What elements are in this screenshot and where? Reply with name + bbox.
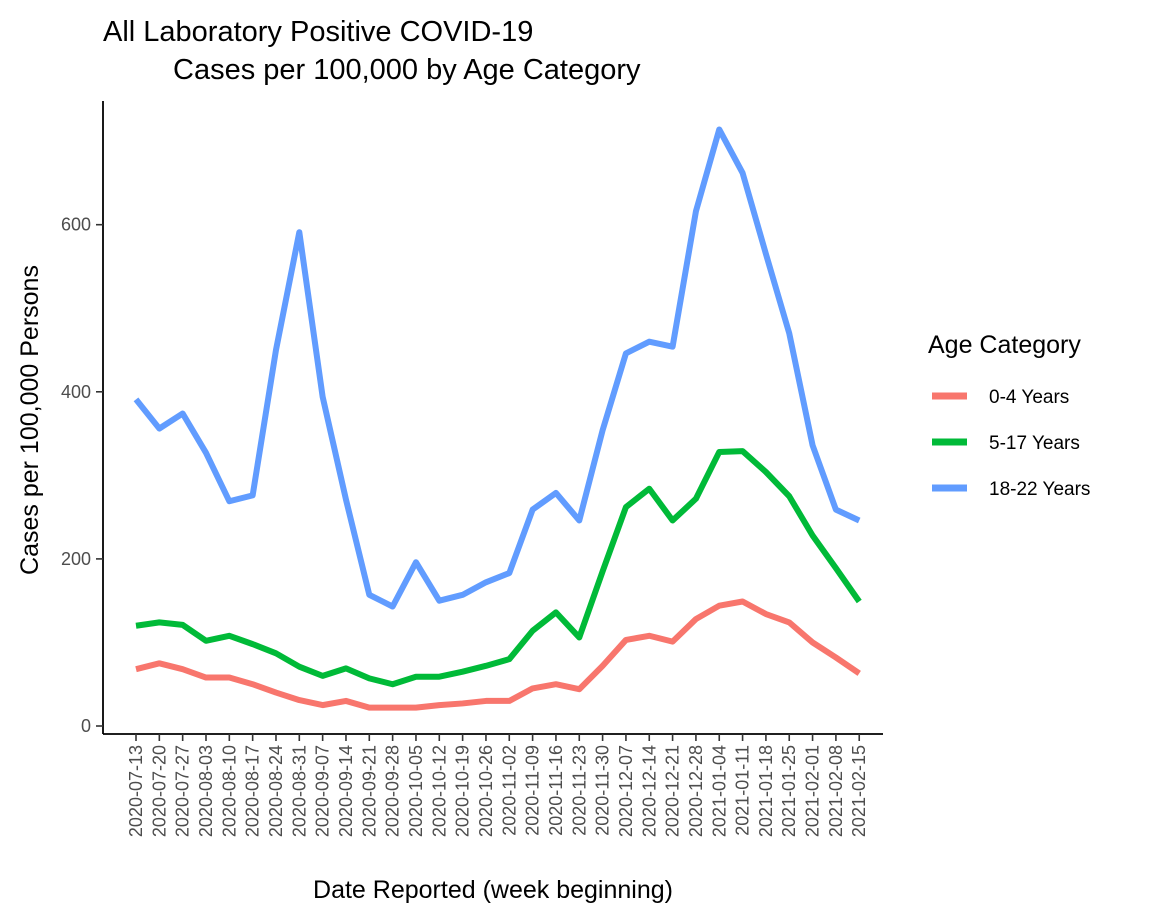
legend-label: 5-17 Years xyxy=(989,433,1080,454)
x-tick-label: 2020-07-27 xyxy=(173,745,193,837)
x-tick-label: 2020-09-28 xyxy=(383,745,403,837)
x-tick-label: 2020-11-23 xyxy=(569,745,589,836)
x-tick-label: 2021-01-25 xyxy=(779,745,799,837)
x-tick-label: 2021-01-04 xyxy=(709,745,729,837)
plot-area xyxy=(133,126,862,711)
series-line-5-17-years xyxy=(135,448,862,688)
x-tick-label: 2020-09-21 xyxy=(359,745,379,837)
x-tick-label: 2021-01-18 xyxy=(756,745,776,837)
series-line-18-22-years xyxy=(133,126,861,610)
x-tick-label: 2020-11-16 xyxy=(546,745,566,836)
x-tick-label: 2020-07-20 xyxy=(149,745,169,837)
legend-label: 18-22 Years xyxy=(989,479,1090,500)
x-tick-label: 2020-12-14 xyxy=(639,745,659,837)
y-axis-title: Cases per 100,000 Persons xyxy=(16,265,44,575)
x-tick-label: 2020-08-10 xyxy=(219,745,239,837)
x-tick-label: 2020-12-28 xyxy=(686,745,706,837)
x-tick-label: 2020-07-13 xyxy=(126,745,146,837)
x-tick-label: 2020-12-07 xyxy=(616,745,636,837)
x-tick-label: 2020-11-30 xyxy=(593,745,613,836)
x-tick-label: 2020-08-03 xyxy=(196,745,216,837)
y-tick-label: 0 xyxy=(81,716,91,736)
x-tick-label: 2020-11-02 xyxy=(499,745,519,836)
x-tick-label: 2020-08-31 xyxy=(289,745,309,837)
x-tick-label: 2020-11-09 xyxy=(523,745,543,836)
x-tick-label: 2020-08-17 xyxy=(243,745,263,837)
x-tick-label: 2020-10-12 xyxy=(429,745,449,837)
x-tick-label: 2021-02-15 xyxy=(849,745,869,837)
x-tick-label: 2021-01-11 xyxy=(733,745,753,836)
x-axis-ticks: 2020-07-13 2020-07-20 2020-07-27 2020-08-03… xyxy=(126,734,869,837)
x-tick-label: 2020-08-24 xyxy=(266,745,286,837)
y-tick-label: 600 xyxy=(61,215,91,235)
chart-title-line-2: Cases per 100,000 by Age Category xyxy=(173,54,641,86)
y-axis-ticks: 0 200 400 600 xyxy=(61,215,103,736)
y-tick-label: 200 xyxy=(61,549,91,569)
legend-label: 0-4 Years xyxy=(989,387,1069,408)
y-tick-label: 400 xyxy=(61,382,91,402)
x-tick-label: 2020-10-05 xyxy=(406,745,426,837)
x-tick-label: 2020-12-21 xyxy=(663,745,683,837)
legend-title: Age Category xyxy=(928,331,1081,359)
x-tick-label: 2020-10-26 xyxy=(476,745,496,837)
legend: Age Category 0-4 Years 5-17 Years 18-22 Ye… xyxy=(928,331,1090,500)
x-tick-label: 2021-02-08 xyxy=(826,745,846,837)
series-line-0-4-years xyxy=(135,598,861,711)
x-tick-label: 2021-02-01 xyxy=(803,745,823,837)
x-tick-label: 2020-09-07 xyxy=(313,745,333,837)
chart-title-line-1: All Laboratory Positive COVID-19 xyxy=(103,16,533,48)
x-tick-label: 2020-10-19 xyxy=(453,745,473,837)
x-tick-label: 2020-09-14 xyxy=(336,745,356,837)
x-axis-title: Date Reported (week beginning) xyxy=(313,876,673,904)
legend-items: 0-4 Years 5-17 Years 18-22 Years xyxy=(932,387,1090,500)
